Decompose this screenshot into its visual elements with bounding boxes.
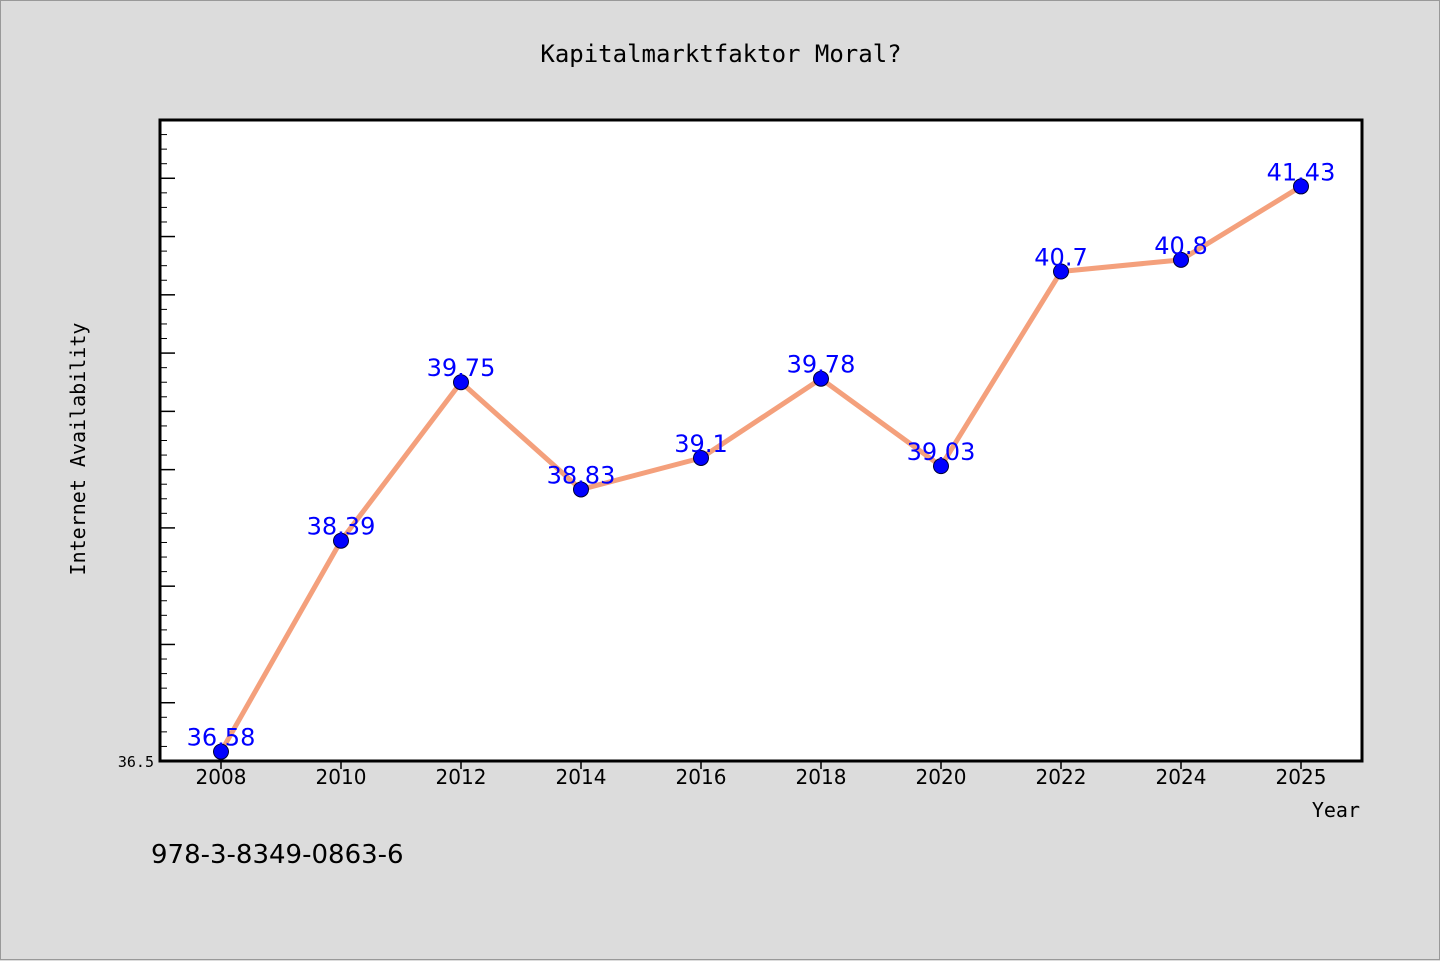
data-label: 36.58 [187,724,256,752]
x-axis-label: Year [1312,798,1360,822]
y-axis-label: Internet Availability [66,323,90,576]
data-labels: 36.58 38.39 39.75 38.83 39.1 39.78 39.03 40.7 40… [187,158,1336,751]
data-point [1053,263,1069,280]
data-point [213,743,229,760]
data-label: 39.03 [907,438,976,466]
series-markers [213,178,1309,760]
data-label: 38.39 [307,513,376,541]
chart-title: Kapitalmarktfaktor Moral? [540,40,901,68]
plot-area [158,118,1364,763]
x-tick-label: 2024 [1156,765,1207,789]
series-line [218,184,1303,753]
data-label: 39.78 [787,351,856,379]
data-point [933,458,949,475]
isbn-text: 978-3-8349-0863-6 [151,840,404,870]
data-point [1293,178,1309,195]
x-tick-label: 2022 [1036,765,1087,789]
data-point [573,481,589,498]
data-label: 39.75 [427,354,496,382]
data-label: 40.8 [1154,232,1207,260]
x-tick-label: 2020 [916,765,967,789]
data-label: 41.43 [1267,158,1336,186]
data-label: 38.83 [547,461,616,489]
x-tick-label: 2012 [436,765,487,789]
y-axis-ticks [160,119,175,762]
x-tick-label: 2016 [676,765,727,789]
data-point [333,532,349,549]
data-point [693,449,709,466]
data-point [453,374,469,391]
data-label: 40.7 [1034,244,1087,272]
data-point [813,370,829,387]
x-tick-label: 2014 [556,765,607,789]
data-label: 39.1 [674,430,727,458]
y-tick-label: 36.5 [118,753,154,771]
x-tick-label: 2018 [796,765,847,789]
x-tick-label: 2025 [1276,765,1327,789]
x-tick-label: 2010 [316,765,367,789]
x-axis-ticks: 2008 2010 2012 2014 2016 2018 2020 2022 2024 2025 [196,761,1327,789]
data-point [1173,251,1189,268]
x-tick-label: 2008 [196,765,247,789]
